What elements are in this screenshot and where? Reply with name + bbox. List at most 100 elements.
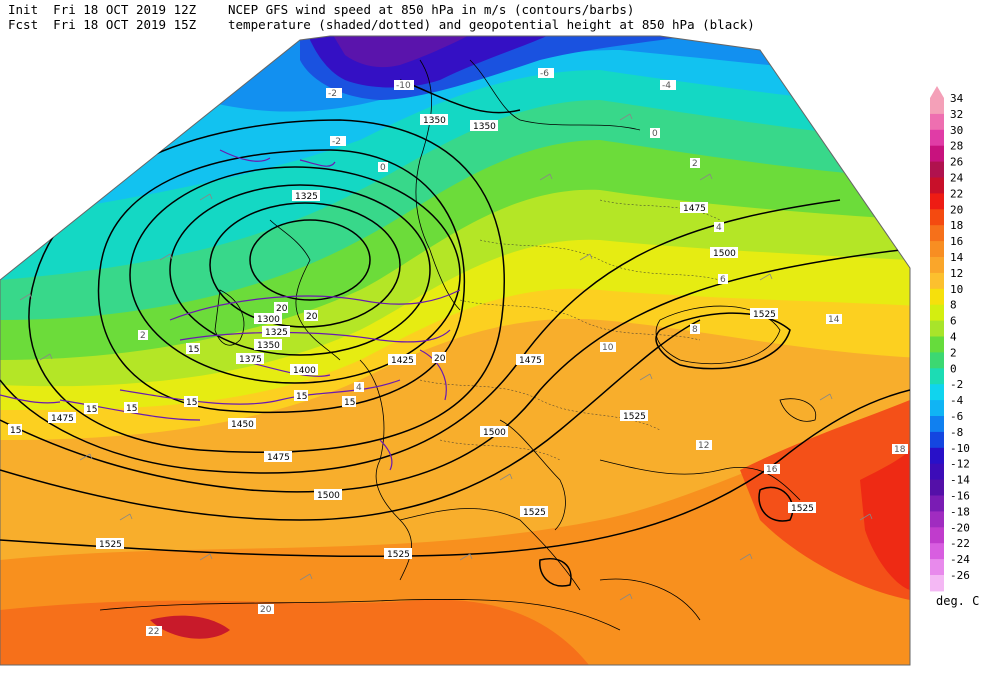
colorbar-swatch xyxy=(930,559,944,576)
colorbar-swatch xyxy=(930,257,944,274)
iso-label-8: 8 xyxy=(692,325,698,335)
iso-label-0b: 0 xyxy=(380,163,386,173)
wind-label-3: 15 xyxy=(10,426,21,436)
colorbar-swatch xyxy=(930,400,944,417)
colorbar-swatch xyxy=(930,495,944,512)
colorbar-swatch xyxy=(930,543,944,560)
iso-label-10: 10 xyxy=(602,343,614,353)
iso-label-14: 14 xyxy=(828,315,840,325)
colorbar-swatch xyxy=(930,511,944,528)
colorbar-tick-label: -8 xyxy=(950,426,963,439)
colorbar-tick-label: -10 xyxy=(950,442,970,455)
colorbar-tick-label: 10 xyxy=(950,283,963,296)
geo-label-1325: 1325 xyxy=(295,192,318,202)
fcst-label: Fcst xyxy=(8,17,39,32)
colorbar-tick-label: 2 xyxy=(950,346,957,359)
iso-label-6: 6 xyxy=(720,275,726,285)
geo-label-1525-se: 1525 xyxy=(791,504,814,514)
geo-label-1500-mid: 1500 xyxy=(483,428,506,438)
colorbar-tick-label: 14 xyxy=(950,251,964,264)
geo-label-1500-west: 1500 xyxy=(317,491,340,501)
iso-label-4b: 4 xyxy=(356,383,362,393)
colorbar-swatch xyxy=(930,225,944,242)
iso-label-m2b: -2 xyxy=(328,89,337,99)
geo-label-1350c: 1350 xyxy=(257,341,280,351)
wind-label-group: 15 15 15 20 20 15 15 20 15 15 xyxy=(8,302,446,436)
geo-label-1325b: 1325 xyxy=(265,328,288,338)
iso-label-16: 16 xyxy=(766,465,778,475)
geo-label-1525-balkan: 1525 xyxy=(523,508,546,518)
wind-label-2: 15 xyxy=(126,404,137,414)
colorbar-tick-label: 6 xyxy=(950,315,957,328)
geo-label-1500-east: 1500 xyxy=(713,249,736,259)
colorbar-tick-label: -20 xyxy=(950,521,970,534)
colorbar-swatch xyxy=(930,368,944,385)
geo-label-1525-sw: 1525 xyxy=(99,540,122,550)
colorbar-unit: deg. C xyxy=(936,594,980,608)
colorbar-swatch xyxy=(930,479,944,496)
geo-label-1475-east: 1475 xyxy=(683,204,706,214)
colorbar-tick-label: 18 xyxy=(950,219,963,232)
colorbar-tick-label: 30 xyxy=(950,124,963,137)
colorbar-tick-label: 34 xyxy=(950,92,964,105)
title-line-1: NCEP GFS wind speed at 850 hPa in m/s (c… xyxy=(228,2,635,17)
colorbar-swatch xyxy=(930,384,944,401)
iso-label-12: 12 xyxy=(698,441,709,451)
domain-outline xyxy=(0,35,911,666)
wind-label-10: 15 xyxy=(344,398,355,408)
colorbar: 3432302826242220181614121086420-2-4-6-8-… xyxy=(930,86,970,592)
iso-label-18: 18 xyxy=(894,445,906,455)
colorbar-swatch xyxy=(930,177,944,194)
geo-label-1450: 1450 xyxy=(231,420,254,430)
geo-label-1350a: 1350 xyxy=(423,116,446,126)
init-time: Fri 18 OCT 2019 12Z xyxy=(53,2,197,17)
chart-header: Init Fri 18 OCT 2019 12Z NCEP GFS wind s… xyxy=(0,0,755,36)
colorbar-swatch xyxy=(930,336,944,353)
wind-label-7: 15 xyxy=(186,398,197,408)
geo-label-1525-black-sea: 1525 xyxy=(623,412,646,422)
geopotential-label-group: 1350 1350 1325 1475 1500 1525 1300 1325 … xyxy=(48,114,816,560)
colorbar-swatch xyxy=(930,320,944,337)
wind-barbs xyxy=(19,113,873,601)
colorbar-swatch xyxy=(930,416,944,433)
wind-label-6: 15 xyxy=(296,392,307,402)
iso-label-m4: -4 xyxy=(662,81,671,91)
colorbar-tick-label: -18 xyxy=(950,505,970,518)
geo-label-1525-s: 1525 xyxy=(387,550,410,560)
geo-label-1475-west: 1475 xyxy=(51,414,74,424)
colorbar-tick-label: 28 xyxy=(950,140,963,153)
colorbar-swatch xyxy=(930,193,944,210)
wind-label-4: 20 xyxy=(306,312,318,322)
colorbar-tick-label: -2 xyxy=(950,378,963,391)
colorbar-tick-label: -16 xyxy=(950,490,970,503)
colorbar-swatch xyxy=(930,272,944,290)
colorbar-swatch xyxy=(930,98,944,115)
colorbar-tick-label: -14 xyxy=(950,474,970,487)
colorbar-tick-label: 32 xyxy=(950,108,963,121)
colorbar-swatch xyxy=(930,447,944,465)
iso-label-2: 2 xyxy=(692,159,698,169)
title-line-2: temperature (shaded/dotted) and geopoten… xyxy=(228,17,755,32)
colorbar-swatch xyxy=(930,575,944,592)
colorbar-arrow-top xyxy=(930,86,944,98)
colorbar-swatch xyxy=(930,288,944,306)
colorbar-tick-label: 26 xyxy=(950,156,963,169)
iso-label-0a: 0 xyxy=(652,129,658,139)
colorbar-tick-label: -12 xyxy=(950,458,970,471)
iso-label-20: 20 xyxy=(260,605,272,615)
colorbar-swatch xyxy=(930,209,944,226)
colorbar-tick-label: -22 xyxy=(950,537,970,550)
colorbar-tick-label: 4 xyxy=(950,331,957,344)
geopotential-contours xyxy=(0,79,910,587)
init-line: Init Fri 18 OCT 2019 12Z xyxy=(8,2,196,18)
forecast-line: Fcst Fri 18 OCT 2019 15Z xyxy=(8,17,196,33)
colorbar-swatch xyxy=(930,352,944,369)
init-label: Init xyxy=(8,2,39,17)
iso-label-22: 22 xyxy=(148,627,159,637)
geo-label-1350b: 1350 xyxy=(473,122,496,132)
colorbar-tick-label: 22 xyxy=(950,187,963,200)
isotherm-label-group: -10 -6 -4 -2 0 0 2 4 6 8 10 12 14 16 18 … xyxy=(138,68,908,637)
wind-label-1: 15 xyxy=(188,345,199,355)
iso-label-m10: -10 xyxy=(396,81,411,91)
